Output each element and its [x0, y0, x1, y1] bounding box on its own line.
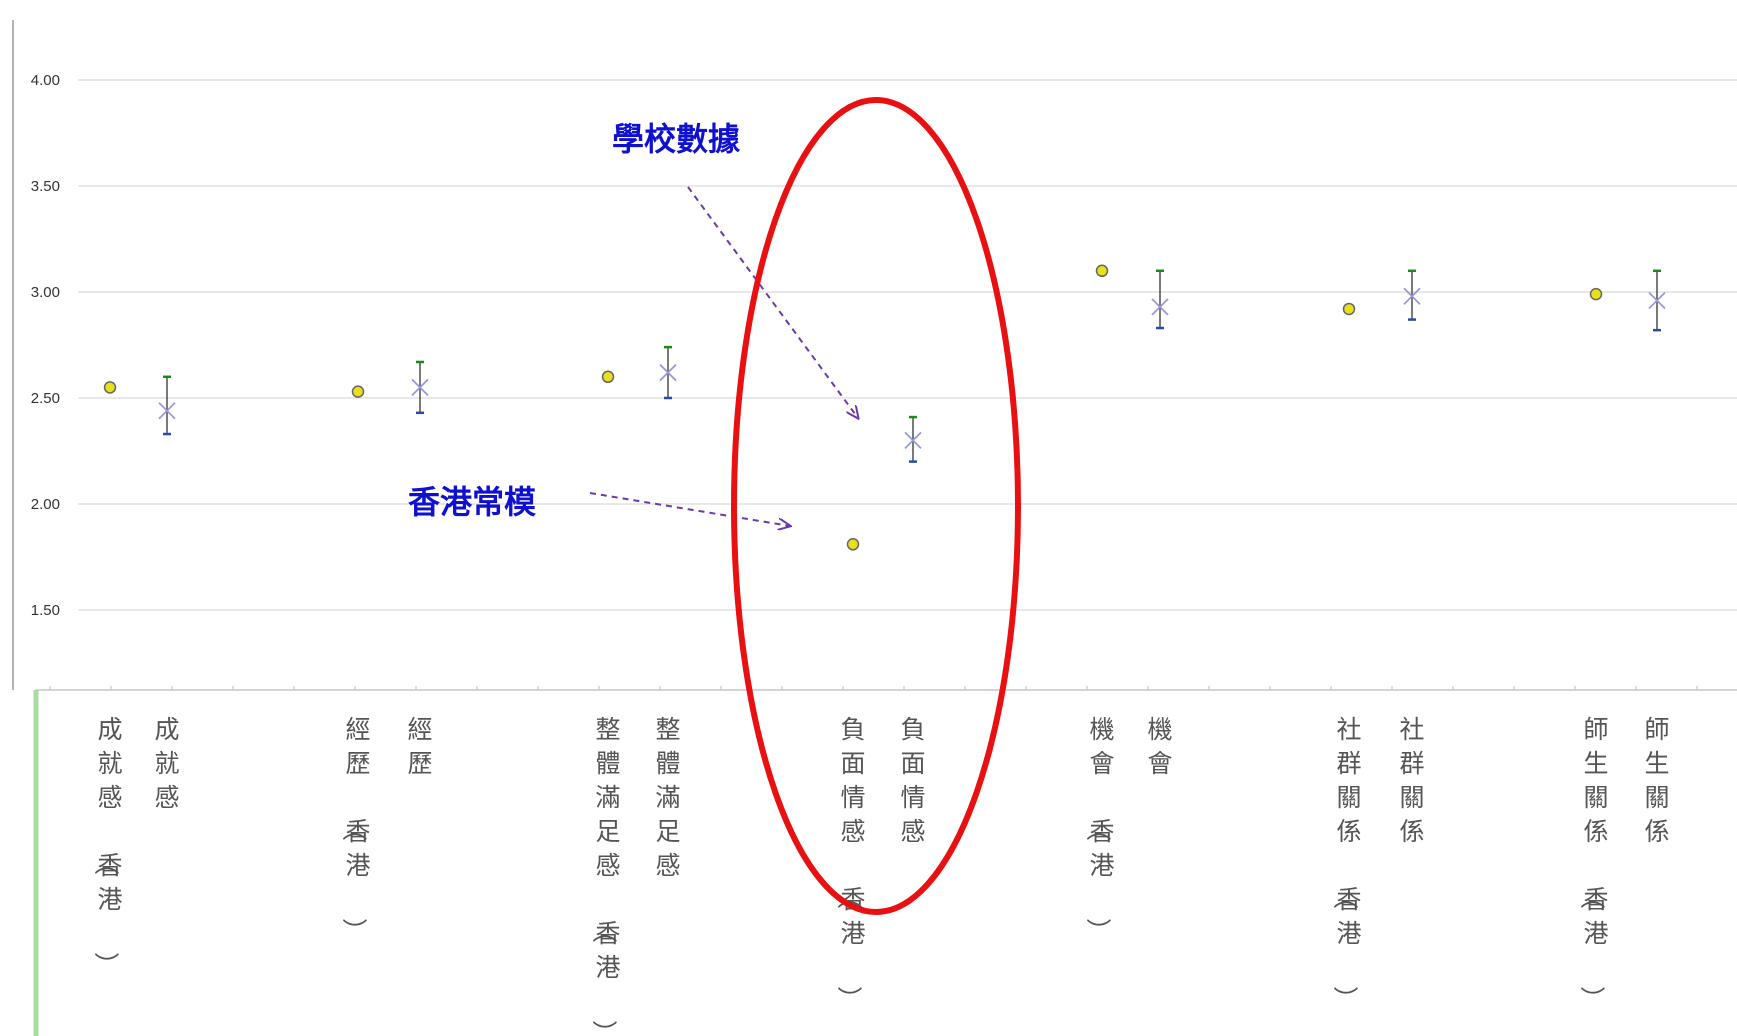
- norm-point: [351, 385, 365, 398]
- norm-point: [846, 538, 860, 551]
- school-point: [158, 402, 176, 420]
- x-category-label: 師生關係: [1644, 715, 1669, 846]
- y-tick-label: 1.50: [31, 602, 60, 619]
- x-category-label: 機會（香港）: [1083, 715, 1114, 943]
- x-category-label: 社群關係（香港）: [1330, 715, 1361, 1011]
- norm-point: [601, 370, 615, 384]
- x-category-label: 整體滿足感（香港）: [589, 715, 620, 1036]
- highlight-ellipse: [731, 97, 1021, 915]
- x-category-label: 機會: [1147, 715, 1172, 778]
- y-tick-label: 3.00: [31, 284, 60, 301]
- annotation-arrow-school: [687, 186, 858, 418]
- x-category-label: 整體滿足感: [655, 715, 680, 880]
- x-category-label: 師生關係（香港）: [1577, 715, 1608, 1011]
- norm-point: [1095, 264, 1109, 278]
- school-point: [411, 378, 429, 397]
- x-category-label: 成就感（香港）: [91, 715, 122, 977]
- y-tick-label: 4.00: [31, 72, 60, 89]
- annotation-hk-norm: 香港常模: [408, 483, 536, 521]
- school-point: [659, 363, 677, 382]
- y-tick-label: 3.50: [31, 178, 60, 195]
- school-point: [1648, 291, 1666, 310]
- school-point: [1151, 298, 1169, 316]
- norm-point: [103, 381, 117, 394]
- y-tick-label: 2.00: [31, 496, 60, 513]
- x-category-label: 社群關係: [1399, 715, 1424, 846]
- school-point: [1403, 287, 1421, 305]
- y-tick-label: 2.50: [31, 390, 60, 407]
- annotation-school-data: 學校數據: [612, 120, 741, 158]
- x-category-label: 負面情感: [900, 715, 925, 846]
- norm-point: [1342, 302, 1356, 316]
- school-point: [904, 431, 922, 450]
- x-category-label: 經歷（香港）: [339, 715, 370, 943]
- x-category-label: 經歷: [407, 715, 432, 778]
- norm-point: [1589, 287, 1603, 301]
- x-category-label: 負面情感（香港）: [834, 715, 865, 1011]
- x-category-label: 成就感: [154, 715, 179, 812]
- annotation-arrow-norm: [589, 492, 790, 526]
